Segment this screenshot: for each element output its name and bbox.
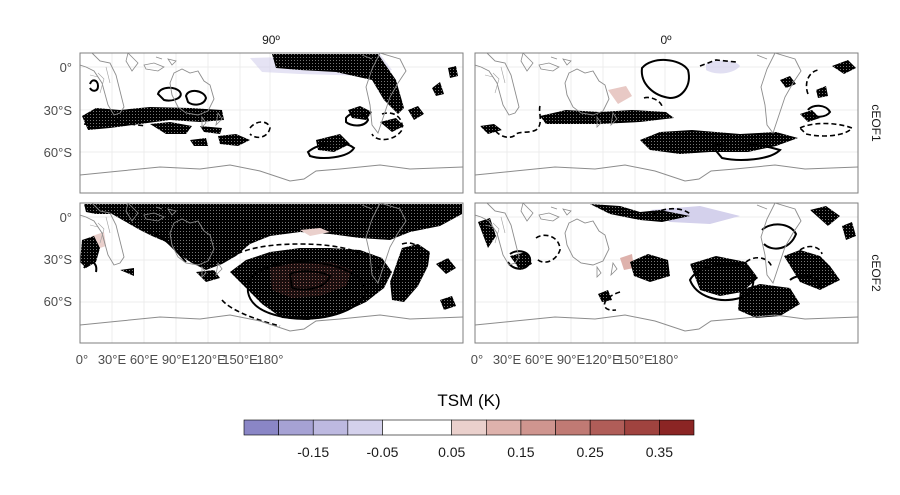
colorbar-tick-label: 0.25	[577, 444, 604, 460]
x-tick-label: 60°E	[525, 352, 554, 367]
row-strip-ceof1: cEOF1	[869, 104, 883, 142]
colorbar-swatch	[312, 419, 349, 436]
colorbar-swatch	[659, 419, 695, 436]
map-panel-ceof1-90	[79, 52, 464, 194]
y-tick-label: 60°S	[44, 145, 73, 160]
colorbar-tick-label: 0.35	[646, 444, 673, 460]
colorbar-tick-label: 0.05	[438, 444, 465, 460]
colorbar-swatch	[486, 419, 522, 436]
colorbar-tick-label: -0.15	[297, 444, 329, 460]
y-tick-label: 60°S	[44, 294, 73, 309]
x-tick-label: 30°E	[493, 352, 522, 367]
colorbar-swatch	[278, 419, 314, 436]
y-tick-label: 30°S	[44, 252, 73, 267]
column-strip-0: 0º	[660, 33, 672, 47]
color-legend: TSM (K) -0.15 -0.05 0.05 0.15 0.25 0.35	[243, 391, 695, 460]
column-strip-90: 90º	[262, 33, 280, 47]
panel-border	[474, 52, 859, 194]
map-panel-ceof2-0	[474, 202, 859, 344]
colorbar-tick-label: -0.05	[367, 444, 399, 460]
significance-regions	[480, 60, 856, 154]
x-tick-label: 180°	[257, 352, 284, 367]
x-tick-label: 180°	[652, 352, 679, 367]
positive-anomaly-area	[300, 228, 330, 236]
contour-lines	[83, 231, 422, 327]
colorbar-swatch	[382, 419, 452, 436]
panel-border	[474, 202, 859, 344]
map-panel-ceof2-90	[79, 202, 464, 344]
panel-border	[79, 52, 464, 194]
x-tick-label: 90°E	[557, 352, 586, 367]
x-tick-label: 0°	[76, 352, 88, 367]
colorbar-swatch	[451, 419, 487, 436]
y-tick-label: 0°	[60, 210, 72, 225]
row-strip-ceof2: cEOF2	[869, 254, 883, 292]
colorbar-labels: -0.15 -0.05 0.05 0.15 0.25 0.35	[297, 444, 673, 460]
x-tick-label: 150°E	[222, 352, 258, 367]
y-tick-label: 0°	[60, 60, 72, 75]
x-tick-label: 90°E	[162, 352, 191, 367]
panel-border	[79, 202, 464, 344]
contour-lines	[83, 79, 404, 159]
x-axis-left: 0° 30°E 60°E 90°E 120°E 150°E 180°	[76, 352, 284, 367]
x-axis-right: 0° 30°E 60°E 90°E 120°E 150°E 180°	[471, 352, 679, 367]
colorbar-swatch	[589, 419, 626, 436]
positive-anomaly-area	[270, 262, 352, 298]
colorbar	[243, 419, 695, 436]
x-tick-label: 30°E	[98, 352, 127, 367]
negative-anomaly-area	[706, 60, 740, 74]
legend-title: TSM (K)	[437, 391, 500, 410]
positive-anomaly-area	[608, 86, 632, 104]
x-tick-label: 150°E	[617, 352, 653, 367]
x-tick-label: 0°	[471, 352, 483, 367]
contour-lines	[493, 59, 854, 161]
colorbar-swatch	[555, 419, 591, 436]
x-tick-label: 60°E	[130, 352, 159, 367]
y-tick-label: 30°S	[44, 103, 73, 118]
colorbar-swatch	[243, 419, 279, 436]
colorbar-tick-label: 0.15	[507, 444, 534, 460]
colorbar-swatch	[624, 419, 660, 436]
map-panel-ceof1-0	[474, 52, 859, 194]
x-tick-label: 120°E	[585, 352, 621, 367]
colorbar-swatch	[347, 419, 383, 436]
colorbar-swatch	[520, 419, 556, 436]
positive-anomaly-area	[620, 254, 634, 270]
x-tick-label: 120°E	[190, 352, 226, 367]
